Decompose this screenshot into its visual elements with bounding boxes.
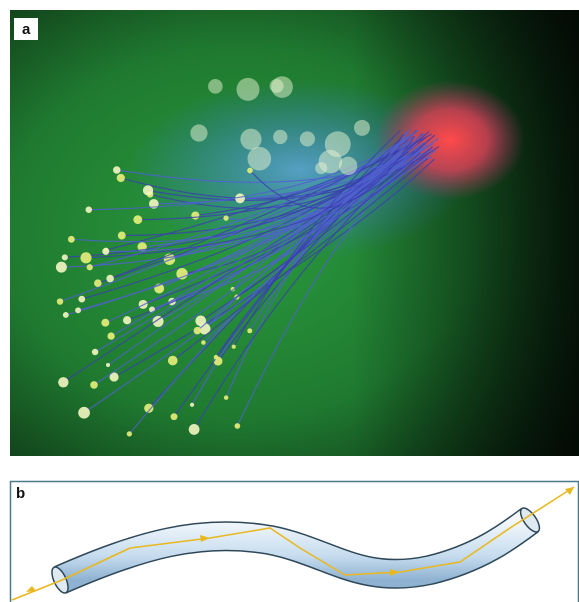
fiber-tip	[87, 264, 93, 270]
figure: a b	[0, 0, 579, 602]
fiber-tip	[232, 345, 236, 349]
fiber-tip	[224, 395, 229, 400]
fiber-tip	[57, 298, 63, 304]
light-source	[375, 80, 525, 200]
fiber-tip	[247, 168, 253, 174]
fiber-tip	[102, 248, 109, 255]
fiber-tip	[118, 232, 126, 240]
blur-spot	[236, 78, 259, 101]
fiber-tip	[201, 340, 206, 345]
blur-spot	[270, 79, 284, 93]
fiber-tip	[168, 356, 178, 366]
blur-spot	[248, 147, 272, 171]
fiber-tip	[63, 312, 69, 318]
fiber-tip	[247, 328, 252, 333]
fiber-tip	[101, 319, 109, 327]
blur-spot	[354, 120, 370, 136]
fiber-tip	[68, 236, 75, 243]
fiber-tip	[123, 316, 131, 324]
fiber-tip	[223, 216, 228, 221]
fiber-tip	[106, 363, 110, 367]
photo	[10, 10, 579, 456]
fiber-tip	[214, 355, 219, 360]
fiber-tip	[191, 211, 199, 219]
fiber-tip	[78, 296, 85, 303]
blur-spot	[273, 130, 287, 144]
fiber-tip	[235, 423, 241, 429]
fiber-tip	[86, 206, 92, 212]
fiber-tip	[133, 215, 142, 224]
panel-label: b	[16, 485, 25, 502]
fiber-tip	[58, 377, 68, 387]
fiber-tip	[90, 381, 98, 389]
blur-spot	[208, 79, 223, 94]
fiber-tip	[194, 327, 202, 335]
fiber-tip	[171, 413, 178, 420]
fiber-tip	[190, 403, 194, 407]
fiber-tip	[189, 424, 200, 435]
fiber-tip	[94, 279, 102, 287]
fiber-tip	[80, 252, 91, 263]
blur-spot	[300, 131, 315, 146]
fiber-tip	[106, 275, 114, 283]
fiber-tip	[107, 332, 114, 339]
fiber-tip	[113, 166, 121, 174]
fiber-tip	[117, 174, 125, 182]
fiber-tip	[56, 262, 67, 273]
fiber-tip	[78, 407, 90, 419]
blur-spot	[240, 129, 261, 150]
fiber-tip	[92, 349, 98, 355]
fiber-tip	[127, 431, 132, 436]
panel-label: a	[22, 21, 31, 38]
fiber-tip	[62, 254, 68, 260]
fiber-tip	[75, 307, 81, 313]
blur-spot	[315, 162, 327, 174]
fiber-tip	[143, 185, 153, 195]
blur-spot	[190, 124, 207, 141]
